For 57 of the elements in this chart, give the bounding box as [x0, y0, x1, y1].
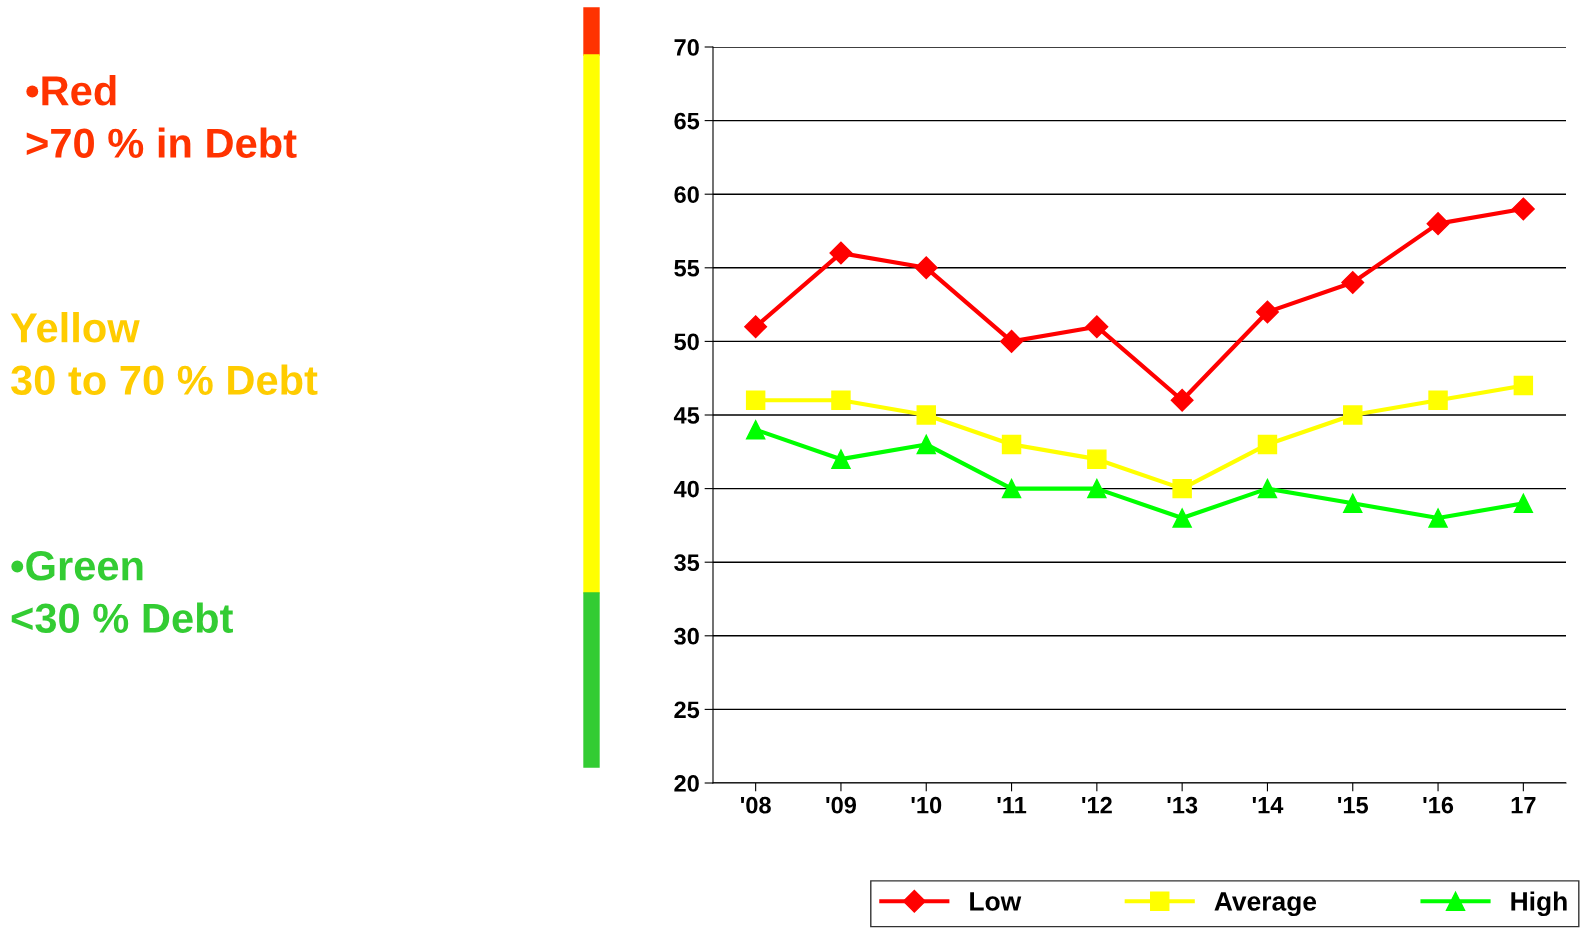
point	[744, 315, 768, 339]
point	[1087, 478, 1107, 499]
point	[1428, 390, 1448, 411]
y-tick-label: 60	[674, 186, 699, 203]
y-tick-label: 20	[674, 775, 699, 792]
y-tick-label: 40	[673, 480, 699, 498]
legend-label: Average	[1214, 892, 1317, 917]
point	[831, 449, 851, 469]
point	[1511, 197, 1535, 221]
point	[1343, 493, 1363, 514]
text: •Green <30 % Debt	[11, 551, 233, 634]
x-tick-label: 17	[1511, 797, 1536, 814]
y-tick-label: 30	[674, 627, 699, 645]
point	[1257, 434, 1278, 455]
y-tick-label: 65	[674, 112, 700, 130]
text: Yellow 30 to 70 % Debt	[10, 312, 318, 396]
point	[916, 434, 936, 455]
point	[1001, 434, 1022, 455]
y-tick-label: 35	[674, 554, 700, 572]
point	[1000, 329, 1024, 353]
point	[914, 256, 938, 280]
x-tick-label: '15	[1338, 797, 1369, 814]
point	[1255, 300, 1279, 324]
x-tick-label: '11	[997, 797, 1027, 814]
x-tick-label: '12	[1082, 796, 1112, 814]
x-tick-label: '16	[1423, 796, 1454, 814]
point	[1513, 375, 1534, 396]
y-tick-label: 70	[674, 39, 699, 56]
point	[1087, 449, 1107, 469]
point	[1426, 212, 1450, 236]
x-tick-label: '14	[1252, 797, 1284, 814]
point	[1001, 478, 1022, 499]
x-tick-label: '10	[911, 796, 942, 814]
x-tick-label: '08	[740, 796, 771, 814]
point	[1343, 405, 1363, 425]
point	[1428, 508, 1448, 528]
y-tick-label: 45	[673, 407, 700, 424]
point	[1172, 508, 1192, 528]
point	[829, 241, 853, 265]
legend-label: Low	[970, 892, 1022, 911]
point	[1172, 478, 1192, 499]
y-tick-label: 55	[674, 260, 700, 277]
text: •Red >70 % in Debt	[26, 75, 297, 159]
point	[745, 390, 766, 411]
x-tick-label: '13	[1167, 796, 1198, 814]
y-tick-label: 50	[674, 333, 699, 351]
point	[916, 405, 936, 425]
point	[1170, 388, 1194, 412]
point	[1513, 493, 1534, 514]
point	[1257, 478, 1278, 499]
legend-label: High	[1511, 891, 1567, 917]
point	[745, 419, 766, 440]
y-tick-label: 25	[674, 701, 700, 719]
point	[1341, 271, 1365, 295]
point	[831, 390, 851, 411]
x-tick-label: '09	[826, 796, 857, 814]
point	[1085, 315, 1109, 339]
